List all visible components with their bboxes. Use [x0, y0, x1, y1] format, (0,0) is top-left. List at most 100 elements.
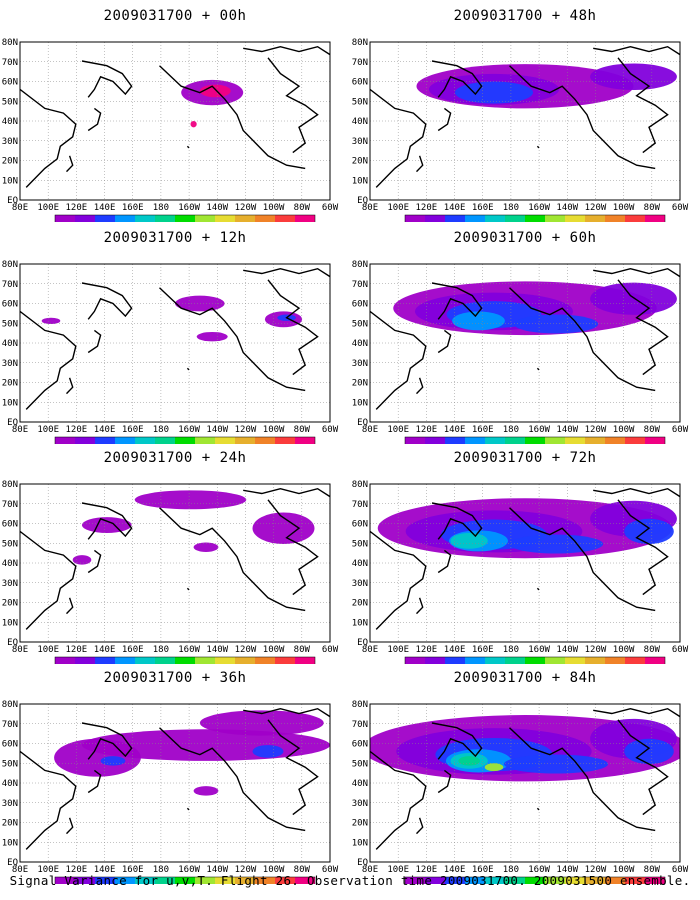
- lon-label: 100W: [613, 645, 635, 655]
- lon-label: 120W: [585, 425, 607, 435]
- variance-shade: [484, 763, 504, 772]
- lat-label: 20N: [352, 599, 368, 609]
- colorbar-swatch: [465, 877, 485, 884]
- panel-title: 2009031700 + 60h: [453, 230, 597, 246]
- panel-title: 2009031700 + 12h: [103, 230, 247, 246]
- colorbar-swatch: [465, 215, 485, 222]
- lat-label: 50N: [352, 319, 368, 329]
- coastline: [159, 507, 306, 612]
- lon-label: 180: [153, 865, 169, 875]
- colorbar-swatch: [605, 437, 625, 444]
- colorbar-swatch: [55, 215, 75, 222]
- lon-label: 140E: [444, 645, 466, 655]
- colorbar-swatch: [485, 657, 505, 664]
- coastline: [243, 45, 330, 56]
- lon-label: 160E: [122, 425, 144, 435]
- lat-label: 50N: [2, 97, 18, 107]
- variance-shade: [134, 490, 247, 510]
- lon-label: 80W: [294, 645, 311, 655]
- coastline: [159, 287, 306, 392]
- map-panel: 2009031700 + 48h 80N 70N 60N 50N 40N 30N 20N 10N…: [350, 0, 700, 222]
- coastline: [20, 310, 77, 410]
- lon-label: 120W: [585, 865, 607, 875]
- colorbar-swatch: [585, 657, 605, 664]
- colorbar-swatch: [215, 657, 235, 664]
- lon-label: 120E: [416, 203, 438, 213]
- lon-label: 100E: [37, 645, 59, 655]
- lon-label: 120E: [416, 425, 438, 435]
- lat-label: 70N: [352, 280, 368, 290]
- coastline: [87, 769, 102, 794]
- coastline: [437, 329, 452, 354]
- lon-label: 100E: [37, 203, 59, 213]
- colorbar-swatch: [625, 215, 645, 222]
- lon-label: 140W: [206, 203, 228, 213]
- coastline: [243, 487, 330, 498]
- colorbar-swatch: [115, 877, 135, 884]
- lat-label: EQ: [357, 858, 368, 868]
- colorbar-swatch: [645, 215, 665, 222]
- panel-title: 2009031700 + 72h: [453, 450, 597, 466]
- colorbar-swatch: [295, 877, 315, 884]
- lon-label: 80W: [644, 425, 661, 435]
- lon-label: 100E: [37, 425, 59, 435]
- lon-label: 140E: [444, 425, 466, 435]
- colorbar-swatch: [625, 437, 645, 444]
- coastline: [617, 279, 669, 376]
- map-frame: [369, 703, 681, 863]
- lon-label: 60W: [322, 645, 339, 655]
- colorbar-swatch: [75, 437, 95, 444]
- lat-label: 30N: [352, 359, 368, 369]
- colorbar-swatch: [295, 657, 315, 664]
- lon-label: 80E: [12, 203, 28, 213]
- lon-label: 160E: [122, 203, 144, 213]
- colorbar-swatch: [545, 657, 565, 664]
- coastline: [81, 722, 133, 760]
- lon-label: 120W: [585, 645, 607, 655]
- colorbar-swatch: [645, 657, 665, 664]
- lon-label: 140E: [444, 865, 466, 875]
- lat-label: 70N: [2, 58, 18, 68]
- lon-label: 100E: [387, 203, 409, 213]
- variance-shade: [193, 542, 219, 552]
- colorbar-swatch: [175, 437, 195, 444]
- colorbar-swatch: [585, 437, 605, 444]
- lon-label: 160W: [178, 203, 200, 213]
- colorbar-swatch: [405, 437, 425, 444]
- lat-label: 20N: [352, 379, 368, 389]
- lat-label: 60N: [352, 300, 368, 310]
- map-frame: [19, 483, 331, 643]
- colorbar-swatch: [275, 215, 295, 222]
- colorbar-swatch: [485, 437, 505, 444]
- colorbar-swatch: [275, 877, 295, 884]
- lon-label: 160W: [528, 645, 550, 655]
- lon-label: 140W: [206, 865, 228, 875]
- lat-label: 80N: [2, 480, 18, 490]
- colorbar-swatch: [175, 657, 195, 664]
- lon-label: 140E: [94, 645, 116, 655]
- lat-label: 30N: [2, 579, 18, 589]
- coastline: [370, 530, 427, 630]
- lat-label: EQ: [357, 196, 368, 206]
- colorbar-swatch: [275, 437, 295, 444]
- coastline: [437, 769, 452, 794]
- colorbar-swatch: [505, 215, 525, 222]
- colorbar-swatch: [605, 215, 625, 222]
- variance-shade: [452, 311, 505, 331]
- coastline: [437, 549, 452, 574]
- colorbar-swatch: [195, 657, 215, 664]
- colorbar-swatch: [135, 877, 155, 884]
- lon-label: 180: [503, 425, 519, 435]
- lat-label: 30N: [2, 359, 18, 369]
- lat-label: 30N: [2, 137, 18, 147]
- lat-label: EQ: [357, 638, 368, 648]
- lon-label: 120W: [235, 865, 257, 875]
- lat-label: 40N: [352, 779, 368, 789]
- lat-label: 30N: [2, 799, 18, 809]
- lon-label: 80W: [644, 865, 661, 875]
- lon-label: 100E: [387, 865, 409, 875]
- coastline: [509, 65, 656, 170]
- lat-label: EQ: [7, 418, 18, 428]
- lat-label: EQ: [357, 418, 368, 428]
